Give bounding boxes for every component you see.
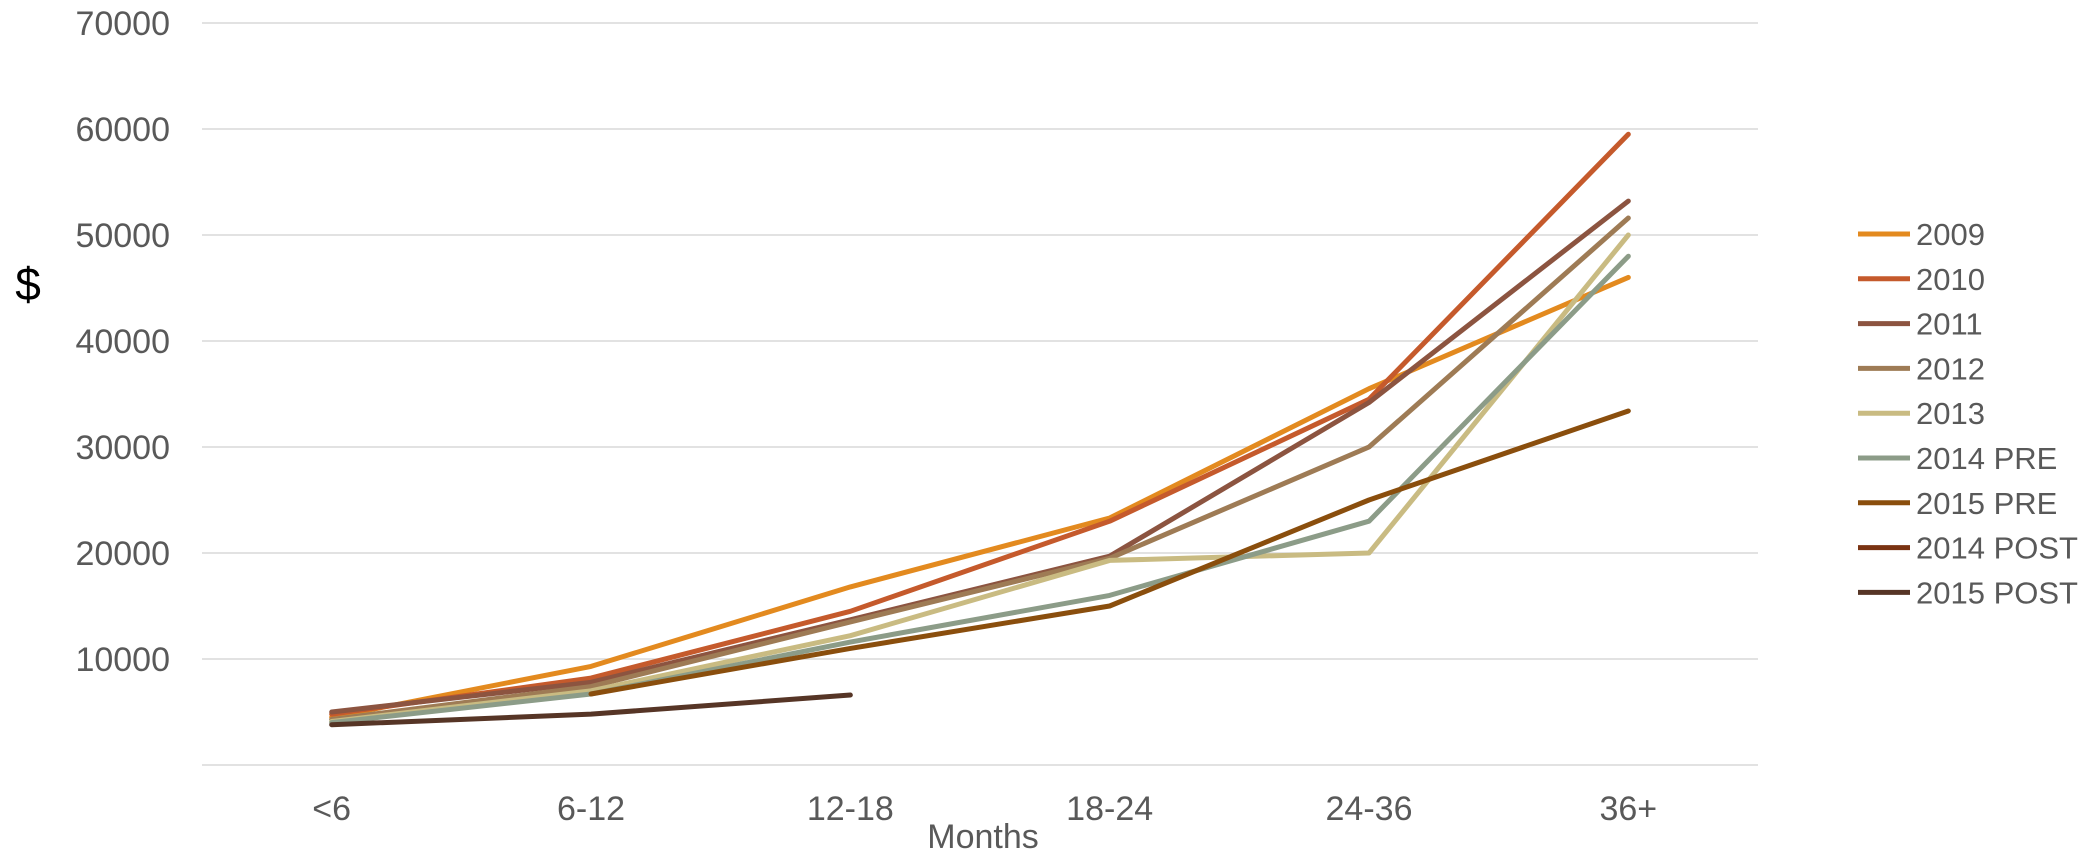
series-line-2010 xyxy=(329,131,1631,717)
legend-item: 2011 xyxy=(1858,307,1983,342)
y-axis-title: $ xyxy=(15,258,41,310)
legend-label: 2015 POST xyxy=(1916,575,2078,610)
legend-item: 2015 POST xyxy=(1858,575,2078,610)
series-line-2014-pre xyxy=(329,253,1631,726)
y-tick-label: 40000 xyxy=(75,323,170,361)
series-line-2013 xyxy=(329,232,1631,725)
legend-item: 2010 xyxy=(1858,262,1985,297)
y-tick-label: 10000 xyxy=(75,641,170,679)
x-tick-label: 12-18 xyxy=(807,790,894,828)
legend-item: 2015 PRE xyxy=(1858,486,2057,521)
legend-label: 2011 xyxy=(1916,307,1983,342)
legend-label: 2014 POST xyxy=(1916,531,2078,566)
legend-label: 2012 xyxy=(1916,351,1985,386)
series-lines xyxy=(329,131,1631,728)
legend-label: 2010 xyxy=(1916,262,1985,297)
x-tick-labels: <6 6-12 12-18 18-24 24-36 36+ xyxy=(312,790,1657,828)
x-tick-label: 24-36 xyxy=(1326,790,1413,828)
series-line-2015-post xyxy=(329,692,853,728)
gridlines xyxy=(202,22,1758,660)
x-tick-label: 18-24 xyxy=(1066,790,1153,828)
y-tick-label: 70000 xyxy=(75,5,170,43)
x-tick-label: 36+ xyxy=(1599,790,1657,828)
series-line-2009 xyxy=(329,274,1631,720)
y-tick-label: 20000 xyxy=(75,535,170,573)
y-tick-label: 30000 xyxy=(75,429,170,467)
y-tick-label: 60000 xyxy=(75,111,170,149)
legend-item: 2014 PRE xyxy=(1858,441,2057,476)
legend-item: 2009 xyxy=(1858,217,1985,252)
series-line-2012 xyxy=(329,215,1631,722)
legend-label: 2009 xyxy=(1916,217,1985,252)
x-axis-title: Months xyxy=(927,818,1039,855)
legend-item: 2013 xyxy=(1858,396,1985,431)
legend-item: 2014 POST xyxy=(1858,531,2078,566)
x-tick-label: 6-12 xyxy=(557,790,625,828)
legend-label: 2014 PRE xyxy=(1916,441,2057,476)
x-tick-label: <6 xyxy=(312,790,351,828)
legend-label: 2013 xyxy=(1916,396,1985,431)
y-tick-labels: 10000 20000 30000 40000 50000 60000 70000 xyxy=(75,5,170,679)
legend-item: 2012 xyxy=(1858,351,1985,386)
series-line-2015-pre xyxy=(588,408,1631,697)
legend-label: 2015 PRE xyxy=(1916,486,2057,521)
legend: 2009 2010 2011 2012 2013 2014 PRE 2015 PRE 2014… xyxy=(1858,217,2078,610)
y-tick-label: 50000 xyxy=(75,217,170,255)
